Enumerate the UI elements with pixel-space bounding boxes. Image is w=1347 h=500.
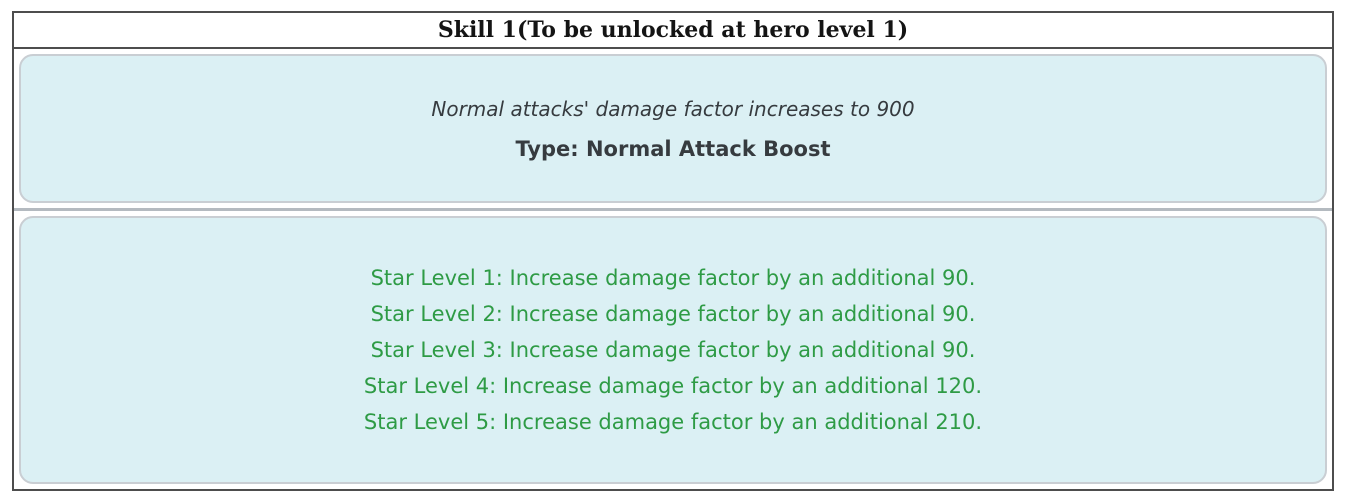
star-level-row: Star Level 2: Increase damage factor by …	[370, 302, 976, 326]
skill-table: Skill 1(To be unlocked at hero level 1) …	[12, 11, 1334, 491]
star-levels-panel: Star Level 1: Increase damage factor by …	[19, 216, 1327, 484]
star-level-row: Star Level 4: Increase damage factor by …	[363, 374, 983, 398]
skill-header-title: Skill 1(To be unlocked at hero level 1)	[14, 13, 1332, 49]
star-level-row: Star Level 3: Increase damage factor by …	[370, 338, 976, 362]
skill-type-text: Type: Normal Attack Boost	[515, 136, 831, 161]
star-level-row: Star Level 5: Increase damage factor by …	[363, 410, 983, 434]
skill-description-panel: Normal attacks' damage factor increases …	[19, 54, 1327, 203]
skill-description-text: Normal attacks' damage factor increases …	[431, 96, 915, 121]
star-levels-cell: Star Level 1: Increase damage factor by …	[14, 211, 1332, 489]
skill-description-cell: Normal attacks' damage factor increases …	[14, 49, 1332, 211]
star-level-row: Star Level 1: Increase damage factor by …	[370, 266, 976, 290]
